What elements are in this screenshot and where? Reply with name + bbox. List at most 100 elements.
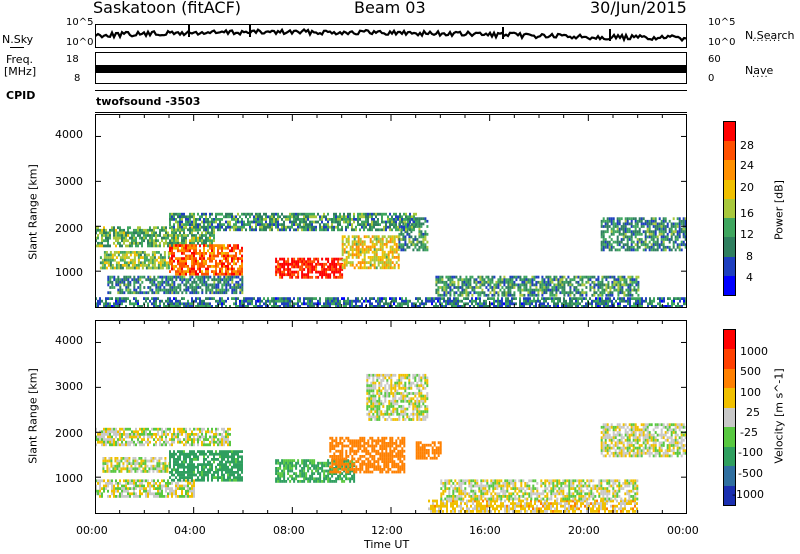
heatmap-cell xyxy=(313,305,315,308)
heatmap-cell xyxy=(333,297,335,300)
heatmap-cell xyxy=(307,268,310,271)
heatmap-cell xyxy=(137,226,139,230)
heatmap-cell xyxy=(291,212,293,216)
heatmap-cell xyxy=(385,240,388,244)
heatmap-cell xyxy=(139,251,142,254)
heatmap-cell xyxy=(175,299,177,303)
heatmap-cell xyxy=(351,253,354,257)
heatmap-cell xyxy=(369,258,372,262)
heatmap-cell xyxy=(127,297,129,300)
heatmap-cell xyxy=(225,433,227,436)
heatmap-cell xyxy=(355,302,357,306)
heatmap-cell xyxy=(615,288,618,292)
heatmap-cell xyxy=(109,440,111,444)
heatmap-cell xyxy=(283,228,285,232)
heatmap-cell xyxy=(359,248,362,251)
heatmap-cell xyxy=(239,252,241,255)
heatmap-cell xyxy=(123,264,126,267)
heatmap-cell xyxy=(678,219,681,223)
heatmap-cell xyxy=(595,305,597,308)
heatmap-cell xyxy=(613,286,616,289)
heatmap-cell xyxy=(115,297,117,300)
heatmap-cell xyxy=(137,302,139,306)
heatmap-cell xyxy=(307,299,309,303)
heatmap-cell xyxy=(105,228,107,232)
heatmap-cell xyxy=(670,230,673,234)
heatmap-cell xyxy=(449,286,452,289)
heatmap-cell xyxy=(135,241,137,245)
heatmap-cell xyxy=(153,234,155,237)
heatmap-cell xyxy=(640,222,643,226)
heatmap-cell xyxy=(177,215,179,219)
heatmap-cell xyxy=(179,257,181,260)
heatmap-cell xyxy=(407,223,409,226)
heatmap-cell xyxy=(377,299,379,303)
power-cb-tick-16: 16 xyxy=(740,207,754,220)
heatmap-cell xyxy=(227,443,229,447)
heatmap-cell xyxy=(599,286,602,289)
heatmap-cell xyxy=(118,470,121,473)
heatmap-cell xyxy=(389,240,392,244)
heatmap-cell xyxy=(135,291,138,295)
heatmap-cell xyxy=(355,305,357,308)
heatmap-cell xyxy=(323,268,326,271)
heatmap-cell xyxy=(101,266,104,270)
heatmap-cell xyxy=(557,297,559,300)
heatmap-cell xyxy=(171,440,173,444)
heatmap-cell xyxy=(131,244,133,248)
heatmap-cell xyxy=(287,265,290,269)
heatmap-cell xyxy=(279,262,282,266)
heatmap-cell xyxy=(622,238,625,241)
heatmap-cell xyxy=(213,246,215,250)
heatmap-cell xyxy=(581,288,584,292)
heatmap-cell xyxy=(101,261,104,265)
heatmap-cell xyxy=(581,299,583,303)
heatmap-cell xyxy=(207,302,209,306)
heatmap-cell xyxy=(351,240,354,244)
heatmap-cell xyxy=(235,305,237,308)
heatmap-cell xyxy=(361,248,364,251)
heatmap-cell xyxy=(185,283,188,287)
heatmap-cell xyxy=(339,270,342,274)
heatmap-cell xyxy=(235,225,237,229)
heatmap-cell xyxy=(329,273,332,277)
heatmap-cell xyxy=(623,299,625,303)
heatmap-cell xyxy=(618,217,621,221)
heatmap-cell xyxy=(185,438,187,441)
heatmap-cell xyxy=(103,251,106,254)
heatmap-cell xyxy=(371,228,373,232)
heatmap-cell xyxy=(183,215,185,219)
heatmap-cell xyxy=(205,241,207,245)
heatmap-cell xyxy=(656,243,659,247)
heatmap-cell xyxy=(128,462,131,465)
heatmap-cell xyxy=(569,293,572,297)
heatmap-cell xyxy=(205,297,207,300)
heatmap-cell xyxy=(131,236,133,240)
heatmap-cell xyxy=(97,234,99,237)
heatmap-cell xyxy=(433,297,435,300)
heatmap-cell xyxy=(400,245,403,249)
heatmap-cell xyxy=(249,297,251,300)
heatmap-cell xyxy=(351,248,354,251)
heatmap-cell xyxy=(672,245,675,249)
heatmap-cell xyxy=(241,291,244,295)
heatmap-cell xyxy=(245,223,247,226)
heatmap-cell xyxy=(658,230,661,234)
heatmap-cell xyxy=(397,256,400,259)
heatmap-cell xyxy=(125,278,128,282)
heatmap-cell xyxy=(121,443,123,447)
heatmap-cell xyxy=(591,293,594,297)
heatmap-cell xyxy=(159,286,162,289)
heatmap-cell xyxy=(505,291,508,295)
heatmap-cell xyxy=(225,435,227,439)
heatmap-cell xyxy=(664,225,667,228)
heatmap-cell xyxy=(648,227,651,231)
heatmap-cell xyxy=(573,293,576,297)
heatmap-cell xyxy=(149,266,152,270)
heatmap-cell xyxy=(549,305,551,308)
heatmap-cell xyxy=(519,297,521,300)
heatmap-cell xyxy=(529,278,532,282)
heatmap-cell xyxy=(291,260,294,264)
heatmap-cell xyxy=(291,262,294,266)
heatmap-cell xyxy=(343,258,346,262)
